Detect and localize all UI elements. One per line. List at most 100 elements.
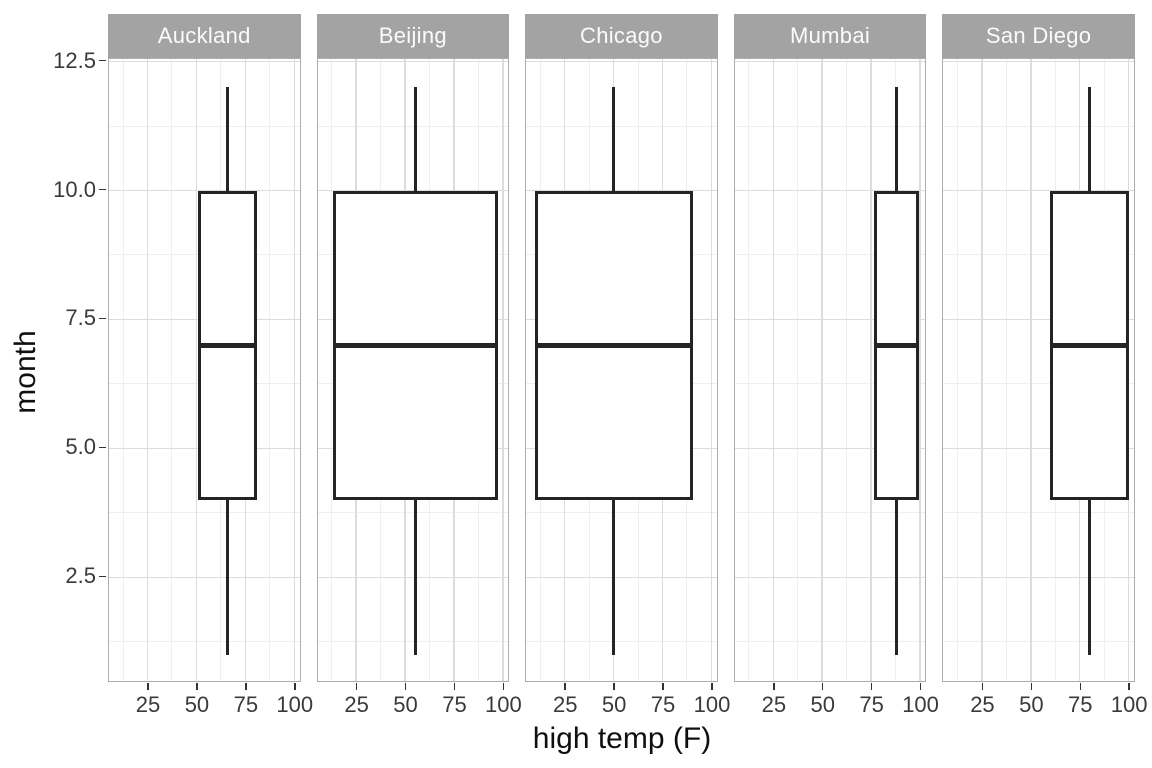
gridline-x-minor bbox=[797, 59, 799, 681]
gridline-x-major bbox=[821, 59, 823, 681]
gridline-y-major bbox=[943, 318, 1134, 321]
facet-strip-label: Beijing bbox=[378, 23, 447, 48]
x-axis-tick bbox=[404, 683, 407, 690]
y-axis-tick bbox=[99, 446, 106, 449]
x-axis-tick-label: 25 bbox=[135, 692, 161, 717]
x-axis-tick bbox=[1128, 683, 1130, 690]
x-axis-tick-label: 75 bbox=[233, 692, 259, 717]
x-axis-tick bbox=[294, 683, 296, 690]
gridline-x-minor bbox=[171, 59, 173, 681]
gridline-y-major bbox=[526, 60, 717, 63]
x-axis-tick-label: 50 bbox=[601, 692, 627, 717]
gridline-y-major bbox=[734, 576, 926, 579]
boxplot-median-line bbox=[332, 342, 498, 348]
facet-strip: Auckland bbox=[108, 14, 301, 58]
x-axis-tick-label: 50 bbox=[184, 692, 210, 717]
x-axis-tick bbox=[196, 683, 198, 690]
y-axis-tick-label: 2.5 bbox=[65, 563, 96, 589]
facet-strip-label: Mumbai bbox=[790, 23, 871, 48]
gridline-y-major bbox=[317, 60, 509, 63]
gridline-y-minor bbox=[317, 512, 509, 514]
gridline-y-major bbox=[317, 576, 509, 579]
boxplot-median-line bbox=[874, 342, 920, 348]
gridline-x-major bbox=[1030, 59, 1032, 681]
facet-strip: Mumbai bbox=[733, 14, 927, 58]
facet-panel bbox=[108, 58, 301, 682]
gridline-x-minor bbox=[846, 59, 848, 681]
facet-strip: San Diego bbox=[942, 14, 1135, 58]
gridline-y-minor bbox=[526, 641, 717, 643]
boxplot-median-line bbox=[535, 342, 693, 348]
x-axis-tick bbox=[821, 683, 824, 690]
facet-panel bbox=[942, 58, 1135, 682]
gridline-y-minor bbox=[943, 254, 1134, 256]
x-axis-tick-label: 100 bbox=[693, 692, 731, 717]
y-axis-tick bbox=[99, 59, 106, 62]
gridline-y-major bbox=[734, 318, 926, 321]
gridline-y-major bbox=[526, 576, 717, 579]
gridline-y-minor bbox=[317, 125, 509, 127]
x-axis-title: high temp (F) bbox=[532, 722, 712, 755]
x-axis-tick-label: 25 bbox=[552, 692, 578, 717]
gridline-y-major bbox=[734, 447, 926, 450]
x-axis-tick bbox=[613, 683, 615, 690]
gridline-y-minor bbox=[109, 512, 300, 514]
y-axis-tick-label: 7.5 bbox=[65, 305, 96, 331]
x-axis-tick bbox=[981, 683, 984, 690]
x-axis-tick bbox=[245, 683, 247, 690]
x-axis-tick bbox=[870, 683, 873, 690]
gridline-x-minor bbox=[956, 59, 958, 681]
boxplot-median-line bbox=[198, 342, 258, 348]
gridline-y-major bbox=[734, 60, 926, 63]
gridline-x-major bbox=[195, 59, 198, 681]
gridline-y-major bbox=[943, 447, 1134, 450]
facet-panel bbox=[525, 58, 718, 682]
gridline-x-major bbox=[919, 59, 921, 681]
y-axis-tick bbox=[99, 317, 106, 320]
gridline-x-major bbox=[870, 59, 872, 681]
gridline-x-major bbox=[710, 59, 713, 681]
y-axis-tick-label: 12.5 bbox=[53, 47, 96, 73]
gridline-x-major bbox=[1127, 59, 1130, 681]
x-axis-tick-label: 50 bbox=[1019, 692, 1044, 717]
x-axis-tick bbox=[1030, 683, 1033, 690]
x-axis-tick bbox=[773, 683, 775, 690]
x-axis-tick bbox=[1079, 683, 1081, 690]
facet-strip-label: Auckland bbox=[157, 23, 251, 48]
y-axis-tick-label: 5.0 bbox=[65, 434, 96, 460]
gridline-x-major bbox=[146, 59, 149, 681]
facet-strip-label: San Diego bbox=[985, 23, 1092, 48]
y-axis-tick bbox=[99, 188, 106, 191]
gridline-y-minor bbox=[734, 254, 926, 256]
facet-panel bbox=[733, 58, 927, 682]
x-axis-tick-label: 100 bbox=[902, 692, 939, 717]
gridline-y-minor bbox=[734, 641, 926, 643]
facet-panel bbox=[316, 58, 510, 682]
gridline-y-major bbox=[109, 60, 300, 63]
gridline-x-major bbox=[293, 59, 295, 681]
gridline-y-minor bbox=[526, 125, 717, 127]
x-axis-tick-label: 25 bbox=[761, 692, 787, 717]
gridline-x-major bbox=[502, 59, 504, 681]
boxplot-median-line bbox=[1050, 342, 1129, 348]
gridline-y-minor bbox=[943, 125, 1134, 127]
gridline-y-minor bbox=[943, 512, 1134, 514]
gridline-x-major bbox=[772, 59, 775, 681]
gridline-y-major bbox=[943, 189, 1134, 192]
gridline-x-minor bbox=[331, 59, 333, 681]
gridline-y-minor bbox=[734, 125, 926, 127]
x-axis-tick-label: 25 bbox=[344, 692, 369, 717]
gridline-y-minor bbox=[734, 383, 926, 385]
gridline-x-minor bbox=[1005, 59, 1007, 681]
x-axis-tick-label: 50 bbox=[810, 692, 835, 717]
gridline-y-minor bbox=[943, 641, 1134, 643]
gridline-y-major bbox=[943, 576, 1134, 579]
gridline-y-minor bbox=[526, 512, 717, 514]
x-axis-tick bbox=[662, 683, 664, 690]
x-axis-tick-label: 75 bbox=[442, 692, 467, 717]
gridline-y-minor bbox=[109, 641, 300, 643]
gridline-y-major bbox=[109, 576, 300, 579]
x-axis-tick bbox=[147, 683, 149, 690]
x-axis-tick-label: 100 bbox=[485, 692, 522, 717]
